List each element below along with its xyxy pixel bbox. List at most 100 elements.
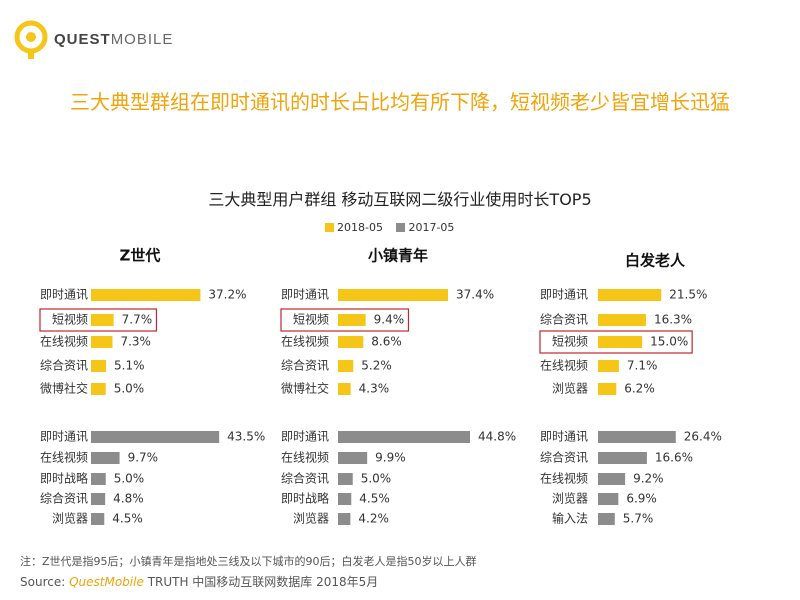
- value-label: 5.0%: [114, 472, 145, 486]
- value-label: 5.0%: [361, 472, 392, 486]
- value-label: 6.9%: [626, 492, 657, 506]
- category-label: 即时通讯: [40, 288, 88, 302]
- value-label: 16.6%: [655, 451, 693, 465]
- category-label: 微博社交: [40, 381, 88, 396]
- value-label: 5.7%: [623, 512, 654, 526]
- category-label: 在线视频: [40, 450, 88, 465]
- category-label: 即时通讯: [281, 288, 329, 302]
- bar: [598, 473, 626, 485]
- legend-swatch-2018: [325, 223, 334, 232]
- bar: [91, 513, 105, 525]
- bar: [598, 452, 647, 464]
- bar: [91, 473, 106, 485]
- bar: [598, 431, 676, 443]
- highlight-box: [39, 308, 158, 332]
- headline: 三大典型群组在即时通讯的时长占比均有所下降，短视频老少皆宜增长迅猛: [70, 90, 730, 114]
- chart-legend: 2018-05 2017-05: [325, 221, 464, 235]
- bar: [338, 314, 366, 326]
- category-label: 在线视频: [540, 358, 588, 373]
- category-label: 浏览器: [52, 511, 88, 526]
- category-label: 即时战略: [281, 491, 329, 506]
- category-label: 在线视频: [281, 450, 329, 465]
- value-label: 15.0%: [650, 335, 688, 349]
- value-label: 21.5%: [669, 288, 707, 302]
- bar: [338, 452, 368, 464]
- category-label: 即时战略: [40, 471, 88, 486]
- value-label: 7.3%: [120, 335, 150, 349]
- value-label: 4.5%: [359, 492, 390, 506]
- value-label: 7.1%: [627, 359, 658, 373]
- category-label: 微博社交: [281, 381, 329, 396]
- value-label: 4.2%: [358, 512, 389, 526]
- source-brand: QuestMobile: [69, 575, 144, 589]
- value-label: 7.7%: [122, 313, 153, 327]
- source-line: Source: QuestMobile TRUTH 中国移动互联网数据库 201…: [20, 573, 378, 590]
- category-label: 综合资讯: [540, 312, 588, 327]
- bar: [338, 493, 352, 505]
- value-label: 37.2%: [208, 288, 246, 302]
- chart-title: 三大典型用户群组 移动互联网二级行业使用时长TOP5: [208, 190, 592, 209]
- value-label: 43.5%: [227, 430, 265, 444]
- bar: [598, 360, 619, 372]
- bar: [598, 513, 615, 525]
- category-label: 综合资讯: [281, 358, 329, 373]
- category-label: 输入法: [552, 511, 588, 526]
- bar: [598, 493, 619, 505]
- category-label: 即时通讯: [540, 288, 588, 302]
- category-label: 综合资讯: [540, 450, 588, 465]
- bar: [91, 493, 106, 505]
- category-label: 即时通讯: [540, 430, 588, 444]
- source-prefix: Source:: [20, 575, 66, 589]
- bar: [598, 314, 646, 326]
- bar: [598, 289, 662, 301]
- category-label: 短视频: [52, 312, 88, 327]
- value-label: 4.8%: [113, 492, 143, 506]
- value-label: 5.2%: [361, 359, 392, 373]
- bar: [598, 336, 643, 348]
- bar: [338, 431, 470, 443]
- value-label: 16.3%: [654, 313, 692, 327]
- value-label: 44.8%: [478, 430, 516, 444]
- bar: [91, 431, 220, 443]
- value-label: 4.5%: [112, 512, 143, 526]
- value-label: 37.4%: [456, 288, 494, 302]
- questmobile-logo-icon: [14, 20, 48, 59]
- value-label: 9.4%: [374, 313, 405, 327]
- bar: [338, 513, 351, 525]
- value-label: 26.4%: [684, 430, 722, 444]
- bar: [338, 360, 354, 372]
- value-label: 4.3%: [359, 382, 390, 396]
- legend-swatch-2017: [396, 223, 406, 232]
- category-label: 在线视频: [281, 334, 329, 349]
- brand-wordmark: QUESTMOBILE: [54, 31, 173, 48]
- category-label: 综合资讯: [281, 471, 329, 486]
- legend-item-2018: 2018-05: [325, 221, 383, 234]
- legend-label-2018: 2018-05: [337, 221, 383, 234]
- category-label: 在线视频: [540, 471, 588, 486]
- legend-item-2017: 2017-05: [396, 221, 454, 234]
- category-label: 短视频: [293, 312, 329, 327]
- footnote: 注：Z世代是指95后；小镇青年是指地处三线及以下城市的90后；白发老人是指50岁…: [20, 555, 477, 568]
- legend-label-2017: 2017-05: [408, 221, 455, 234]
- bar: [91, 289, 201, 301]
- bar: [91, 360, 106, 372]
- category-label: 浏览器: [293, 511, 329, 526]
- bar: [598, 383, 617, 395]
- category-label: 即时通讯: [281, 430, 329, 444]
- value-label: 9.2%: [633, 472, 664, 486]
- bar: [91, 336, 113, 348]
- brand-name-light: MOBILE: [110, 31, 174, 48]
- bar: [338, 336, 364, 348]
- category-label: 在线视频: [40, 334, 88, 349]
- bar: [91, 383, 106, 395]
- group-title-2: 白发老人: [625, 252, 686, 270]
- value-label: 5.1%: [114, 359, 145, 373]
- value-label: 8.6%: [371, 335, 402, 349]
- category-label: 浏览器: [552, 491, 588, 506]
- highlight-box: [280, 308, 410, 332]
- bar: [338, 383, 351, 395]
- source-suffix: TRUTH 中国移动互联网数据库 2018年5月: [147, 575, 379, 589]
- brand-name-bold: QUEST: [54, 31, 111, 48]
- value-label: 9.9%: [375, 451, 406, 465]
